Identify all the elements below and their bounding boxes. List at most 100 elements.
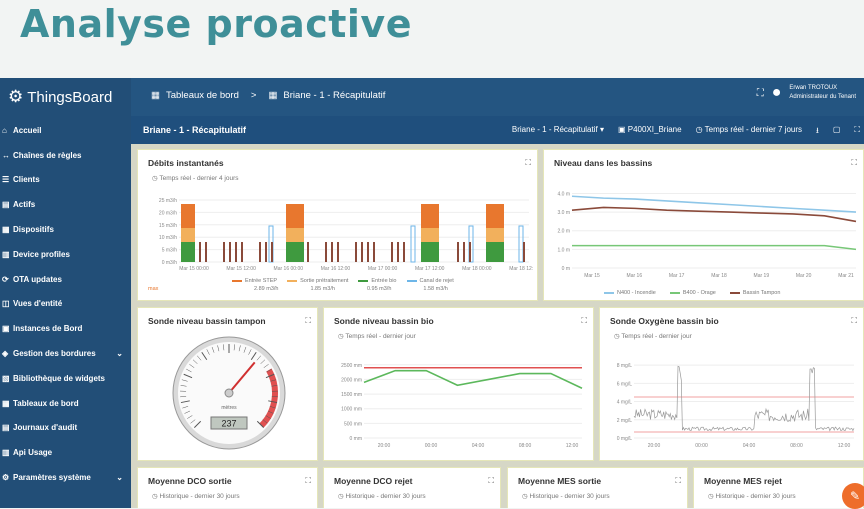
bar-pulse <box>523 242 525 262</box>
sidebar-item-0[interactable]: ⌂Accueil <box>0 118 131 143</box>
expand-icon[interactable]: ⛶ <box>851 158 857 168</box>
bar-pulse <box>205 242 207 262</box>
legend-swatch <box>287 280 297 282</box>
legend-swatch <box>232 280 242 282</box>
sidebar-item-label: Chaînes de règles <box>13 151 81 160</box>
legend-item[interactable]: Sortie prétraitement <box>287 278 348 284</box>
expand-icon[interactable]: ⛶ <box>675 476 681 486</box>
fullscreen-icon[interactable]: ⛶ <box>757 88 764 99</box>
timewindow-button[interactable]: ◷ Temps réel - dernier 7 jours <box>696 125 802 139</box>
chevron-down-icon[interactable]: ⌄ <box>116 473 123 482</box>
api-icon: ▥ <box>2 448 13 457</box>
widget-dco-rejet: Moyenne DCO rejet ⛶ ◷ Historique - derni… <box>323 467 501 508</box>
entity-views-icon: ◫ <box>2 299 13 308</box>
bar-sortie-pretraitement <box>486 228 504 242</box>
entity-label: P400XI_Briane <box>628 125 682 134</box>
sidebar-item-12[interactable]: ▤Journaux d'audit <box>0 416 131 441</box>
widget-mes-rejet: Moyenne MES rejet ◷ Historique - dernier… <box>693 467 864 508</box>
assets-icon: ▤ <box>2 200 13 209</box>
bar-pulse <box>259 242 261 262</box>
expand-icon[interactable]: ⛶ <box>581 316 587 326</box>
sidebar-item-2[interactable]: ☰Clients <box>0 168 131 193</box>
dashboards-icon: ▦ <box>151 90 160 101</box>
ota-icon: ⟳ <box>2 275 13 284</box>
x-tick-label: 04:00 <box>743 443 756 449</box>
widget-dco-sortie: Moyenne DCO sortie ⛶ ◷ Historique - dern… <box>137 467 318 508</box>
widget-title: Moyenne DCO rejet <box>334 476 412 486</box>
logo[interactable]: ⚙ ThingsBoard <box>8 86 112 108</box>
legend-value: 1.85 m3/h <box>310 286 334 292</box>
bar-pulse <box>229 242 231 262</box>
sidebar-item-3[interactable]: ▤Actifs <box>0 192 131 217</box>
sidebar-item-8[interactable]: ▣Instances de Bord <box>0 316 131 341</box>
breadcrumb-dashboards[interactable]: Tableaux de bord <box>166 90 239 101</box>
series-line <box>634 366 854 430</box>
user-menu[interactable]: ⛶ ● Erwan TROTOUX Administrateur du Tena… <box>757 84 856 102</box>
expand-icon[interactable]: ⛶ <box>525 158 531 168</box>
sidebar-item-1[interactable]: ↔Chaînes de règles <box>0 143 131 168</box>
legend-name: B400 - Orage <box>683 290 716 296</box>
expand-icon[interactable]: ⛶ <box>305 316 311 326</box>
bar-pulse <box>355 242 357 262</box>
legend-item[interactable]: B400 - Orage <box>670 290 716 296</box>
state-select[interactable]: Briane - 1 - Récapitulatif ▾ <box>512 125 604 139</box>
audit-icon: ▤ <box>2 423 13 432</box>
sidebar-nav: ⌂Accueil↔Chaînes de règles☰Clients▤Actif… <box>0 118 131 490</box>
dashboard-toolbar: Briane - 1 - Récapitulatif Briane - 1 - … <box>131 116 864 144</box>
legend-item[interactable]: Canal de rejet <box>407 278 454 284</box>
legend-name: N400 - Incendie <box>617 290 656 296</box>
download-icon[interactable]: ⭳ <box>816 125 819 139</box>
x-tick-label: 20:00 <box>648 443 661 449</box>
y-tick-label: 2500 mm <box>341 363 362 369</box>
bar-pulse <box>391 242 393 262</box>
sidebar-item-label: Bibliothèque de widgets <box>13 374 105 383</box>
x-tick-label: 08:00 <box>790 443 803 449</box>
devices-icon: ▦ <box>2 225 13 234</box>
legend-value: 1.58 m3/h <box>423 286 447 292</box>
sidebar-item-5[interactable]: ▥Device profiles <box>0 242 131 267</box>
legend-swatch <box>730 292 740 294</box>
y-tick-label: 1500 mm <box>341 392 362 398</box>
widget-title: Débits instantanés <box>148 158 224 168</box>
sidebar-item-4[interactable]: ▦Dispositifs <box>0 217 131 242</box>
home-icon: ⌂ <box>2 126 13 135</box>
x-tick-label: 12:00 <box>566 443 579 449</box>
sidebar-item-11[interactable]: ▦Tableaux de bord <box>0 391 131 416</box>
expand-icon[interactable]: ⛶ <box>305 476 311 486</box>
bar-sortie-pretraitement <box>181 228 195 242</box>
breadcrumb: ▦ Tableaux de bord > ▦ Briane - 1 - Réca… <box>151 90 385 101</box>
y-tick-label: 0 m <box>562 266 570 272</box>
chevron-down-icon[interactable]: ⌄ <box>116 349 123 358</box>
legend-item[interactable]: Entrée STEP <box>232 278 277 284</box>
sidebar-item-6[interactable]: ⟳OTA updates <box>0 267 131 292</box>
dashboard-title: Briane - 1 - Récapitulatif <box>143 125 246 135</box>
bar-entree-bio <box>286 242 304 262</box>
image-icon[interactable]: ▢ <box>833 125 841 139</box>
y-tick-label: 2 mg/L <box>617 418 633 424</box>
fullscreen-icon[interactable]: ⛶ <box>854 125 860 139</box>
expand-icon[interactable]: ⛶ <box>851 316 857 326</box>
sidebar-item-10[interactable]: ▧Bibliothèque de widgets <box>0 366 131 391</box>
account-icon[interactable]: ● <box>772 84 782 102</box>
legend-item[interactable]: Entrée bio <box>358 278 396 284</box>
legend-item[interactable]: Bassin Tampon <box>730 290 781 296</box>
y-tick-label: 5 m3/h <box>162 248 178 254</box>
entity-select[interactable]: ▣ P400XI_Briane <box>618 125 682 139</box>
sidebar-item-7[interactable]: ◫Vues d'entité <box>0 292 131 317</box>
sidebar-item-13[interactable]: ▥Api Usage <box>0 440 131 465</box>
sidebar-item-label: Paramètres système <box>13 473 91 482</box>
edit-fab-button[interactable]: ✎ <box>842 483 864 509</box>
legend-item[interactable]: N400 - Incendie <box>604 290 656 296</box>
widget-subtitle-text: Historique - dernier 30 jours <box>715 493 795 500</box>
widget-subtitle: ◷ Historique - dernier 30 jours <box>152 492 240 500</box>
sidebar-item-9[interactable]: ◈Gestion des bordures⌄ <box>0 341 131 366</box>
x-tick-label: Mar 20 <box>796 273 812 279</box>
legend-swatch <box>670 292 680 294</box>
x-tick-label: 00:00 <box>695 443 708 449</box>
expand-icon[interactable]: ⛶ <box>488 476 494 486</box>
widget-title: Niveau dans les bassins <box>554 158 652 168</box>
edge-icon: ▣ <box>2 324 13 333</box>
sidebar-item-14[interactable]: ⚙Paramètres système⌄ <box>0 465 131 490</box>
